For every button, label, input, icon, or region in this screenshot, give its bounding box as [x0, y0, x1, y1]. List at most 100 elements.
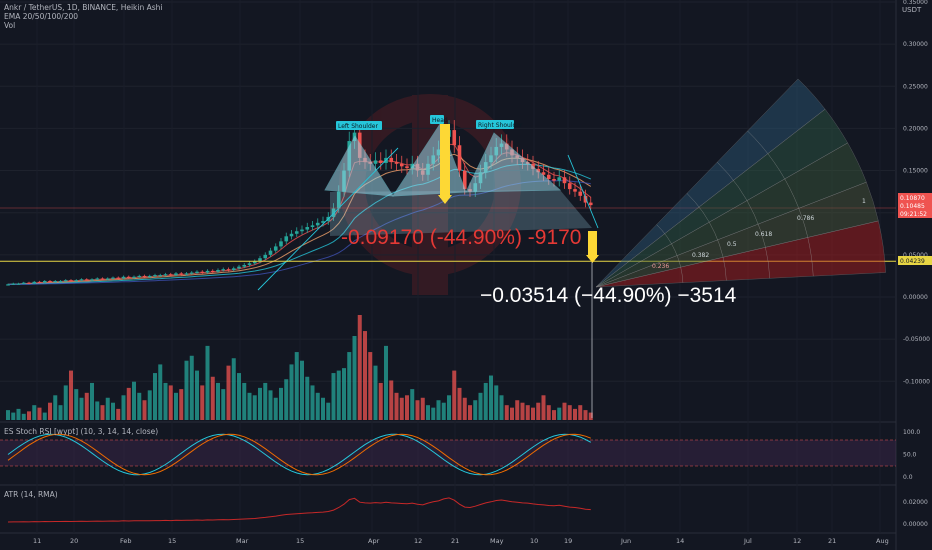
measure-bar — [440, 124, 450, 198]
volume-bar — [541, 395, 546, 420]
symbol-title[interactable]: Ankr / TetherUS, 1D, BINANCE, Heikin Ash… — [4, 3, 163, 12]
atr-title[interactable]: ATR (14, RMA) — [4, 490, 58, 499]
volume-bar — [357, 315, 362, 420]
candle-body — [578, 191, 583, 196]
candle-body — [315, 222, 320, 226]
measured-move-label-red: -0.09170 (-44.90%) -9170 — [341, 226, 582, 249]
candle-body — [462, 170, 467, 190]
volume-bar — [221, 389, 226, 420]
volume-bar — [331, 373, 336, 420]
volume-bar — [436, 400, 441, 420]
volume-bar — [294, 352, 299, 420]
candle-body — [399, 163, 404, 167]
price-label-box — [898, 256, 932, 265]
candle-body — [168, 274, 173, 276]
measure-bar — [588, 231, 597, 258]
time-tick-label: 14 — [676, 537, 684, 545]
volume-bar — [420, 397, 425, 420]
candle-body — [583, 195, 588, 203]
volume-bar — [16, 408, 21, 420]
stoch-band — [0, 440, 896, 466]
trend-line — [257, 147, 399, 291]
ema-indicator-label[interactable]: EMA 20/50/100/200 — [4, 12, 79, 21]
candle-body — [294, 231, 299, 234]
measured-move-label-white: −0.03514 (−44.90%) −3514 — [480, 284, 737, 307]
volume-bar — [95, 401, 100, 420]
volume-bar — [11, 412, 16, 420]
candle-body — [284, 236, 289, 242]
price-tick-label: 0.15000 — [903, 168, 928, 175]
volume-bar — [242, 382, 247, 420]
volume-bar — [426, 405, 430, 420]
right-shoulder-triangle — [465, 132, 562, 193]
candle-body — [189, 272, 194, 274]
candle-body — [132, 276, 136, 278]
fib-fan-level-label: 0.236 — [652, 263, 669, 270]
atr-tick-label: 0.02000 — [903, 499, 928, 506]
price-label: 0.04239 — [900, 258, 925, 265]
volume-bar — [147, 390, 152, 420]
candle-body — [457, 145, 462, 171]
volume-bar — [578, 405, 583, 420]
candle-body — [100, 278, 105, 280]
volume-bar — [100, 405, 105, 420]
volume-bar — [494, 385, 499, 420]
stoch-rsi-title[interactable]: ES Stoch RSI [wypt] (10, 3, 14, 14, clos… — [4, 427, 159, 436]
candle-body — [69, 280, 73, 282]
volume-bar — [562, 402, 567, 420]
candle-body — [231, 268, 236, 271]
currency-label: USDT — [902, 6, 922, 14]
volume-bar — [431, 407, 436, 420]
volume-bar — [74, 389, 79, 420]
fib-fan-sector — [595, 78, 826, 288]
pattern-label-box — [430, 115, 444, 124]
fib-fan-level-label: 0.382 — [692, 252, 709, 259]
volume-bar — [525, 405, 530, 420]
price-tick-label: 0.35000 — [903, 0, 928, 6]
candle-body — [32, 281, 37, 284]
pattern-label: Right Shoulder — [478, 122, 523, 129]
volume-bar — [310, 385, 315, 420]
volume-bar — [305, 376, 310, 420]
candle-body — [389, 157, 394, 163]
volume-bar — [552, 410, 556, 420]
volume-bar — [546, 405, 551, 420]
volume-bar — [126, 387, 131, 420]
candle-body — [126, 276, 131, 278]
volume-bar — [137, 392, 142, 420]
fib-fan-level-label: 1 — [862, 198, 866, 205]
volume-bar — [42, 412, 47, 420]
price-label: 09:21:52 — [900, 211, 927, 218]
candle-body — [48, 280, 52, 283]
volume-bar — [389, 380, 394, 420]
volume-bar — [483, 382, 488, 420]
pattern-label-box — [476, 120, 514, 129]
volume-bar — [58, 405, 63, 420]
candle-body — [163, 274, 168, 276]
volume-bar — [499, 395, 504, 420]
candle-body — [252, 261, 257, 264]
volume-bar — [515, 400, 520, 420]
price-label-box — [898, 201, 932, 210]
volume-bar — [473, 400, 478, 420]
volume-bar — [342, 368, 346, 420]
volume-bar — [373, 365, 378, 420]
volume-bar — [405, 395, 409, 420]
volume-bar — [399, 397, 404, 420]
candle-body — [90, 279, 94, 281]
volume-bar — [84, 392, 89, 420]
volume-indicator-label[interactable]: Vol — [4, 21, 16, 30]
pattern-label: Head — [432, 117, 448, 124]
fib-fan-sector — [595, 108, 849, 288]
candle-body — [541, 172, 546, 175]
volume-bar — [142, 400, 147, 420]
candle-body — [258, 258, 262, 262]
time-tick-label: 20 — [70, 537, 78, 545]
fib-fan-sector — [595, 142, 867, 288]
candle-body — [221, 269, 226, 271]
volume-bar — [153, 373, 157, 420]
candle-body — [452, 130, 457, 146]
candle-body — [305, 227, 310, 230]
fib-fan-sector — [595, 181, 879, 288]
